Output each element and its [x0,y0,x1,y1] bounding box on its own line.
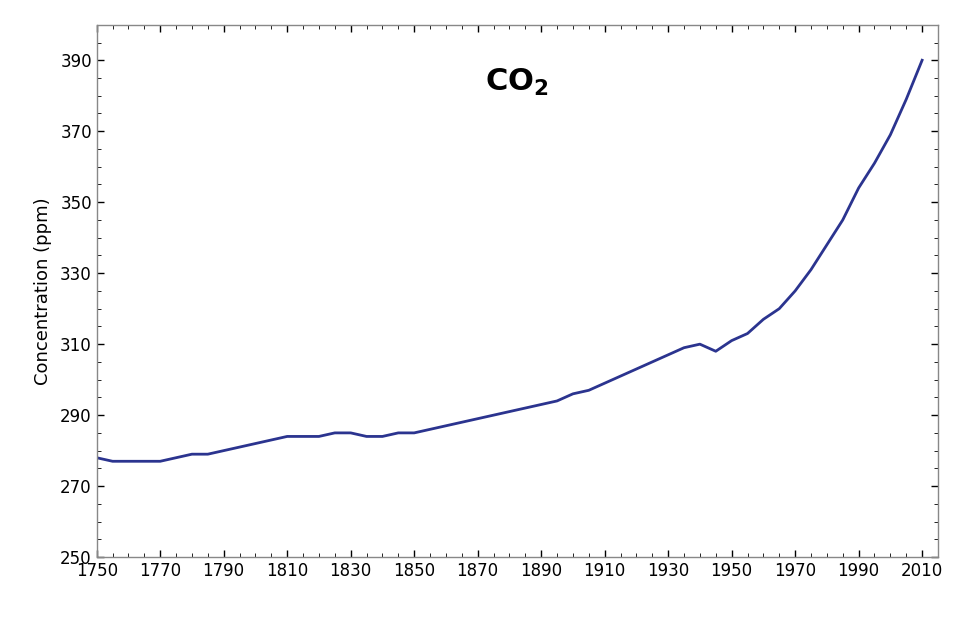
Text: $\mathbf{CO_2}$: $\mathbf{CO_2}$ [485,67,549,98]
Y-axis label: Concentration (ppm): Concentration (ppm) [34,197,52,385]
